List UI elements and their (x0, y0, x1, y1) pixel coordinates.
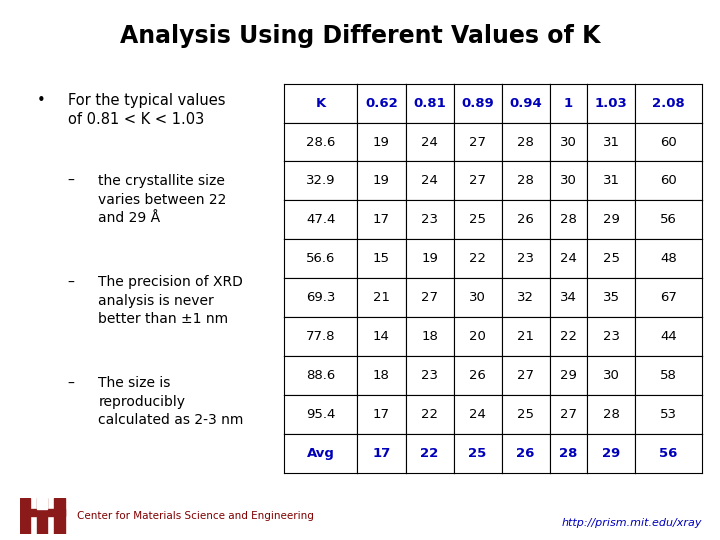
Text: 23: 23 (421, 369, 438, 382)
Text: 19: 19 (373, 174, 390, 187)
Text: 56: 56 (660, 213, 677, 226)
Text: 0.62: 0.62 (365, 97, 398, 110)
Text: 26: 26 (516, 447, 535, 460)
Text: The precision of XRD
analysis is never
better than ±1 nm: The precision of XRD analysis is never b… (98, 275, 243, 326)
Text: The size is
reproducibly
calculated as 2-3 nm: The size is reproducibly calculated as 2… (98, 376, 243, 427)
Text: 28.6: 28.6 (306, 136, 336, 148)
Text: 17: 17 (373, 213, 390, 226)
Text: 56.6: 56.6 (306, 252, 336, 265)
Text: 28: 28 (517, 136, 534, 148)
Text: 88.6: 88.6 (306, 369, 336, 382)
Text: 25: 25 (469, 213, 486, 226)
Text: 27: 27 (469, 174, 486, 187)
Text: 0.89: 0.89 (462, 97, 494, 110)
Text: 77.8: 77.8 (306, 330, 336, 343)
Text: 1.03: 1.03 (595, 97, 628, 110)
Text: 28: 28 (517, 174, 534, 187)
Text: 29: 29 (603, 213, 620, 226)
Text: 23: 23 (603, 330, 620, 343)
Text: 24: 24 (421, 174, 438, 187)
Text: 2.08: 2.08 (652, 97, 685, 110)
Text: 14: 14 (373, 330, 390, 343)
Text: 27: 27 (469, 136, 486, 148)
Text: 21: 21 (517, 330, 534, 343)
Text: –: – (68, 174, 74, 188)
Text: 30: 30 (469, 291, 486, 304)
Bar (20, 509, 37, 516)
Text: 60: 60 (660, 174, 677, 187)
Text: the crystallite size
varies between 22
and 29 Å: the crystallite size varies between 22 a… (98, 174, 227, 225)
Text: 27: 27 (421, 291, 438, 304)
Text: 24: 24 (560, 252, 577, 265)
Text: 69.3: 69.3 (306, 291, 336, 304)
Text: 25: 25 (469, 447, 487, 460)
Text: 32: 32 (517, 291, 534, 304)
Text: 17: 17 (372, 447, 391, 460)
Text: 31: 31 (603, 136, 620, 148)
Text: 95.4: 95.4 (306, 408, 336, 421)
Bar (55, 498, 65, 534)
Text: 1: 1 (564, 97, 573, 110)
Text: 30: 30 (603, 369, 620, 382)
Text: 29: 29 (602, 447, 621, 460)
Text: •: • (37, 93, 45, 107)
Text: 0.81: 0.81 (413, 97, 446, 110)
Text: 67: 67 (660, 291, 677, 304)
Text: 30: 30 (560, 136, 577, 148)
Bar (37, 498, 48, 509)
Text: 58: 58 (660, 369, 677, 382)
Text: 28: 28 (559, 447, 577, 460)
Text: 23: 23 (421, 213, 438, 226)
Text: 23: 23 (517, 252, 534, 265)
Text: http://prism.mit.edu/xray: http://prism.mit.edu/xray (562, 518, 702, 528)
Text: 32.9: 32.9 (306, 174, 336, 187)
Text: 24: 24 (469, 408, 486, 421)
Text: –: – (68, 376, 74, 390)
Text: Analysis Using Different Values of K: Analysis Using Different Values of K (120, 24, 600, 48)
Text: 29: 29 (560, 369, 577, 382)
Text: K: K (316, 97, 326, 110)
Text: 22: 22 (421, 408, 438, 421)
Bar (37, 509, 65, 516)
Text: 27: 27 (517, 369, 534, 382)
Text: 17: 17 (373, 408, 390, 421)
Text: 25: 25 (517, 408, 534, 421)
Text: 47.4: 47.4 (306, 213, 336, 226)
Bar (20, 498, 30, 534)
Text: 30: 30 (560, 174, 577, 187)
Text: 18: 18 (421, 330, 438, 343)
Text: 19: 19 (373, 136, 390, 148)
Text: Avg: Avg (307, 447, 335, 460)
Text: For the typical values
of 0.81 < K < 1.03: For the typical values of 0.81 < K < 1.0… (68, 93, 225, 127)
Text: 15: 15 (373, 252, 390, 265)
Text: 34: 34 (560, 291, 577, 304)
Text: 48: 48 (660, 252, 677, 265)
Text: 19: 19 (421, 252, 438, 265)
Text: 26: 26 (469, 369, 486, 382)
Text: 18: 18 (373, 369, 390, 382)
Text: 20: 20 (469, 330, 486, 343)
Text: Center for Materials Science and Engineering: Center for Materials Science and Enginee… (77, 511, 314, 521)
Bar (37, 498, 48, 534)
Text: 24: 24 (421, 136, 438, 148)
Text: 25: 25 (603, 252, 620, 265)
Text: 26: 26 (517, 213, 534, 226)
Text: 56: 56 (660, 447, 678, 460)
Text: 28: 28 (560, 213, 577, 226)
Text: 44: 44 (660, 330, 677, 343)
Text: 27: 27 (560, 408, 577, 421)
Text: 53: 53 (660, 408, 677, 421)
Text: 60: 60 (660, 136, 677, 148)
Text: 22: 22 (469, 252, 486, 265)
Text: 0.94: 0.94 (509, 97, 542, 110)
Text: 22: 22 (560, 330, 577, 343)
Text: 22: 22 (420, 447, 438, 460)
Text: 28: 28 (603, 408, 620, 421)
Text: 21: 21 (373, 291, 390, 304)
Text: 31: 31 (603, 174, 620, 187)
Text: –: – (68, 275, 74, 289)
Text: 35: 35 (603, 291, 620, 304)
